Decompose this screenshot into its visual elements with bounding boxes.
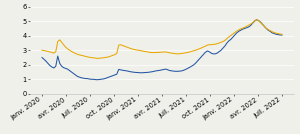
Rendement global des titres admissibles à la recapitalisation interne à 5 ans [95, 79, 99, 81]
Rendement global des titres admissibles à la recapitalisation interne à 5 ans [146, 72, 150, 73]
Rendement global des titres admissibles à la recapitalisation interne à 5 ans [68, 70, 71, 71]
Rendement global des titres des services publics à 30 ans [68, 49, 71, 51]
Rendement global des titres des services publics à 30 ans [40, 49, 44, 51]
Rendement global des titres des services publics à 30 ans [146, 51, 150, 53]
Rendement global des titres des services publics à 30 ans [280, 34, 284, 35]
Rendement global des titres des services publics à 30 ans [95, 58, 99, 59]
Rendement global des titres admissibles à la recapitalisation interne à 5 ans [54, 65, 58, 67]
Line: Rendement global des titres admissibles à la recapitalisation interne à 5 ans: Rendement global des titres admissibles … [42, 20, 282, 80]
Rendement global des titres admissibles à la recapitalisation interne à 5 ans [255, 19, 258, 21]
Rendement global des titres admissibles à la recapitalisation interne à 5 ans [64, 68, 68, 69]
Rendement global des titres admissibles à la recapitalisation interne à 5 ans [111, 75, 115, 77]
Rendement global des titres admissibles à la recapitalisation interne à 5 ans [237, 31, 241, 32]
Rendement global des titres admissibles à la recapitalisation interne à 5 ans [40, 57, 44, 58]
Rendement global des titres des services publics à 30 ans [64, 46, 68, 48]
Rendement global des titres admissibles à la recapitalisation interne à 5 ans [280, 34, 284, 36]
Rendement global des titres des services publics à 30 ans [111, 55, 115, 56]
Rendement global des titres des services publics à 30 ans [255, 19, 258, 21]
Rendement global des titres des services publics à 30 ans [237, 29, 241, 31]
Rendement global des titres des services publics à 30 ans [54, 51, 58, 53]
Line: Rendement global des titres des services publics à 30 ans: Rendement global des titres des services… [42, 20, 282, 58]
